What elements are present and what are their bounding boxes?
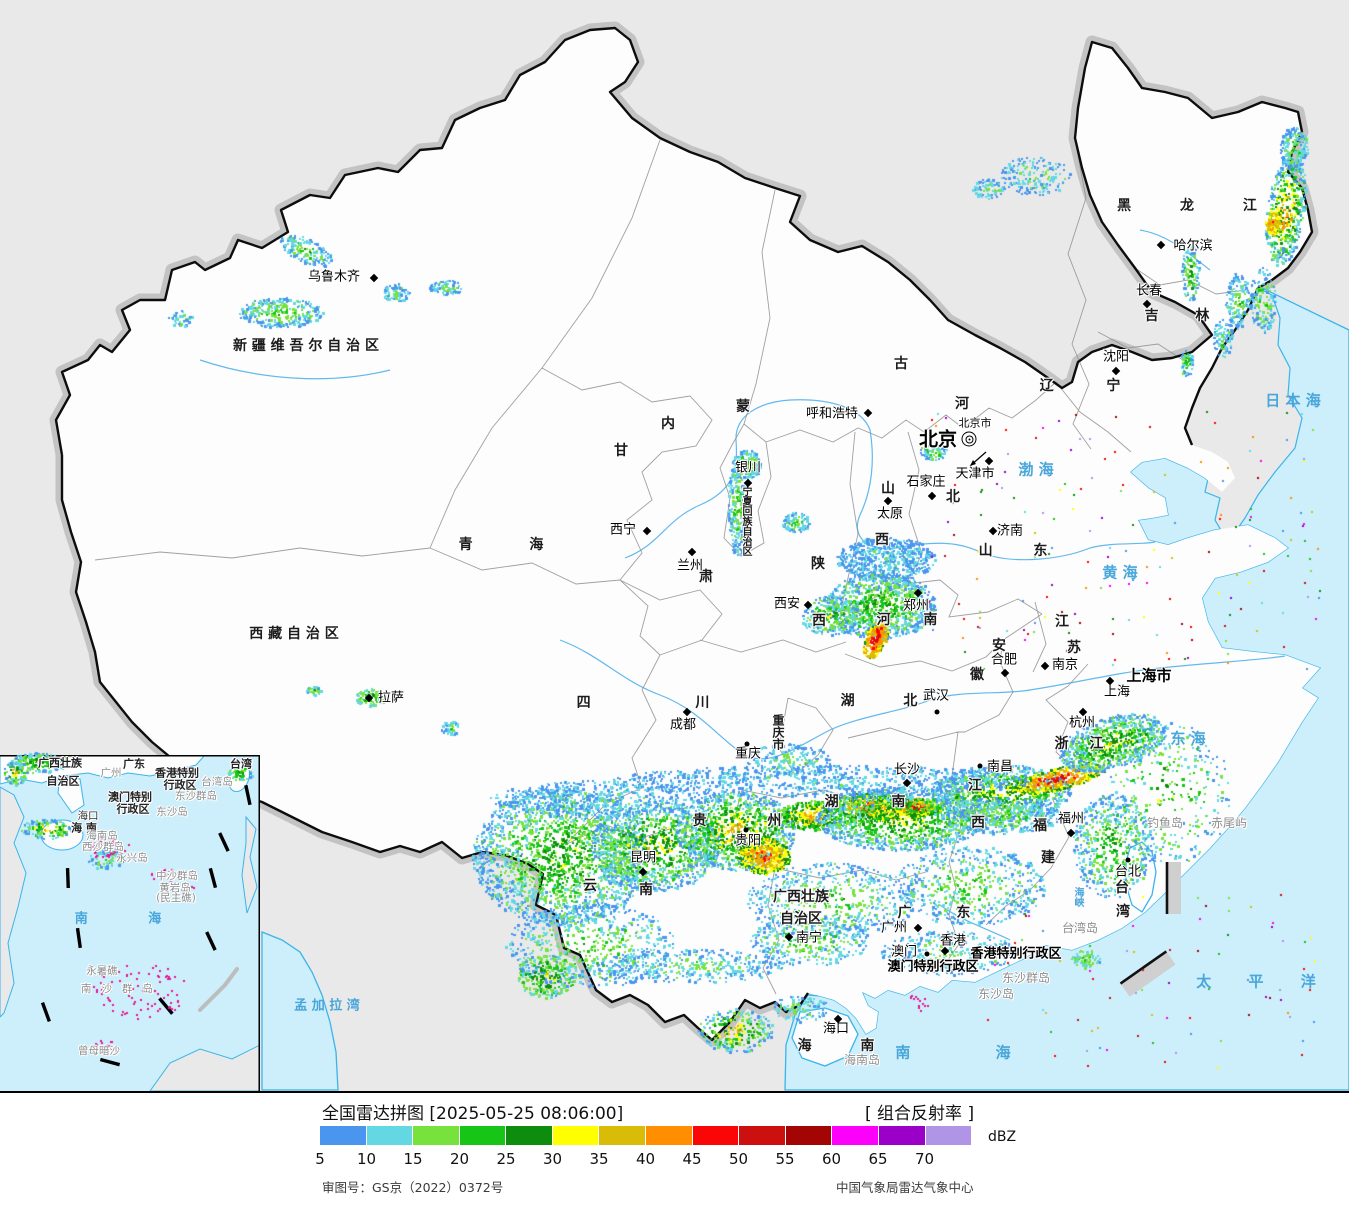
colorbar-tick: 35 [589,1150,609,1168]
colorbar-swatch [413,1126,459,1145]
colorbar-swatch [506,1126,552,1145]
colorbar-tick: 50 [728,1150,749,1168]
colorbar-tick: 60 [821,1150,842,1168]
map-title: 全国雷达拼图 [2025-05-25 08:06:00] [322,1104,624,1124]
colorbar-swatch [832,1126,878,1145]
colorbar-tick: 45 [682,1150,702,1168]
colorbar-swatch [459,1126,506,1145]
colorbar-tick: 55 [775,1150,795,1168]
legend-panel: 全国雷达拼图 [2025-05-25 08:06:00] [ 组合反射率 ] d… [0,1093,1349,1208]
colorbar-swatch [552,1126,599,1145]
colorbar-tick: 25 [496,1150,516,1168]
radar-echo-layer [0,0,1349,1091]
colorbar-tick: 30 [542,1150,563,1168]
colorbar-tick: 5 [315,1150,325,1168]
colorbar-tick: 15 [403,1150,423,1168]
colorbar [320,1126,972,1145]
colorbar-swatch [320,1126,366,1145]
agency-credit: 中国气象局雷达气象中心 [836,1180,974,1195]
colorbar-swatch [646,1126,692,1145]
colorbar-swatch [739,1126,785,1145]
colorbar-swatch [692,1126,739,1145]
product-name: [ 组合反射率 ] [865,1104,975,1124]
map-license: 审图号：GS京（2022）0372号 [322,1180,504,1195]
china-radar-map: 黑 龙 江吉 林辽 宁内蒙古新 疆 维 吾 尔 自 治 区西 藏 自 治 区青 … [0,0,1349,1093]
colorbar-tick: 10 [356,1150,377,1168]
colorbar-swatch [925,1126,972,1145]
colorbar-swatch [878,1126,925,1145]
colorbar-tick: 70 [914,1150,935,1168]
colorbar-tick: 20 [449,1150,470,1168]
colorbar-swatch [599,1126,646,1145]
colorbar-tick: 40 [635,1150,656,1168]
colorbar-swatch [366,1126,413,1145]
colorbar-swatch [785,1126,832,1145]
colorbar-ticks: 5 10 15 20 25 30 35 40 45 50 55 60 65 70 [315,1150,1020,1168]
colorbar-tick: 65 [868,1150,888,1168]
colorbar-unit: dBZ [988,1129,1017,1145]
